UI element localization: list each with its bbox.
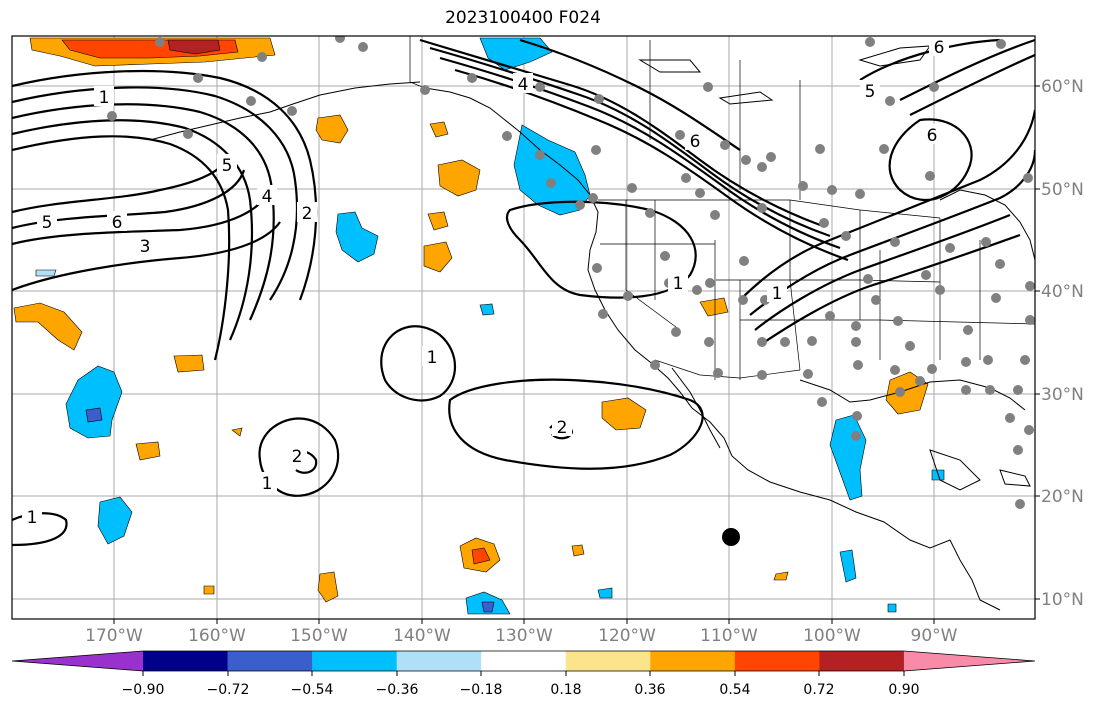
colorbar-segment [312, 651, 398, 671]
colorbar-segment [565, 651, 651, 671]
colorbar-tick-label: −0.54 [291, 682, 334, 698]
longitude-labels: 170°W 160°W 150°W 140°W 130°W 120°W 110°… [85, 626, 958, 646]
colorbar-tick-label: 0.90 [888, 682, 919, 698]
colorbar-segment [481, 651, 567, 671]
map-title: 2023100400 F024 [445, 8, 601, 28]
lon-label: 160°W [188, 626, 246, 646]
colorbar-tick-label: 0.72 [803, 682, 834, 698]
lat-label: 60°N [1041, 77, 1084, 97]
contour-label: 1 [427, 348, 438, 368]
colorbar-tick-label: 0.36 [634, 682, 665, 698]
lon-label: 120°W [598, 626, 656, 646]
colorbar-segment [143, 651, 229, 671]
lon-label: 170°W [85, 626, 143, 646]
colorbar-segment [903, 651, 1035, 671]
lon-label: 150°W [290, 626, 348, 646]
colorbar: −0.90 −0.72 −0.54 −0.36 −0.18 0.18 0.36 … [11, 650, 1036, 698]
gridlines [12, 36, 1035, 619]
contour-label: 2 [292, 447, 303, 467]
lon-label: 90°W [911, 626, 958, 646]
contour-label: 2 [557, 418, 568, 438]
latitude-labels: 60°N 50°N 40°N 30°N 20°N 10°N [1041, 77, 1084, 610]
colorbar-segment [819, 651, 905, 671]
lat-label: 50°N [1041, 180, 1084, 200]
colorbar-tick-label: 0.18 [550, 682, 581, 698]
political-borders [409, 36, 1035, 380]
contour-label: 4 [262, 187, 273, 207]
contour-labels: 1 5 4 2 6 5 6 3 4 6 5 6 1 1 1 2 2 1 1 [22, 36, 949, 528]
contour-label: 1 [772, 284, 783, 304]
colorbar-segment [396, 651, 482, 671]
lat-label: 30°N [1041, 385, 1084, 405]
lat-label: 10°N [1041, 590, 1084, 610]
lat-label: 20°N [1041, 487, 1084, 507]
axis-ticks [113, 85, 1040, 624]
contour-label: 5 [42, 213, 53, 233]
colorbar-tick-label: −0.36 [376, 682, 419, 698]
contour-label: 5 [222, 156, 233, 176]
colorbar-tick-label: 0.54 [719, 682, 750, 698]
colorbar-tick-label: −0.18 [460, 682, 503, 698]
colorbar-tick-label: −0.90 [122, 682, 165, 698]
contour-label: 4 [518, 75, 529, 95]
colorbar-segment [227, 651, 313, 671]
lon-label: 130°W [495, 626, 553, 646]
colorbar-segment [12, 651, 143, 671]
station-markers [107, 36, 1035, 509]
contour-label: 6 [934, 38, 945, 58]
contour-label: 6 [690, 132, 701, 152]
colorbar-segments [12, 651, 1035, 671]
contour-label: 1 [27, 508, 38, 528]
contour-label: 1 [262, 474, 273, 494]
colorbar-segment [734, 651, 820, 671]
lon-label: 100°W [803, 626, 861, 646]
contour-label: 5 [865, 82, 876, 102]
contour-label: 3 [140, 237, 151, 257]
anomaly-shading [13, 37, 945, 615]
colorbar-ticks: −0.90 −0.72 −0.54 −0.36 −0.18 0.18 0.36 … [122, 671, 920, 698]
contour-label: 1 [673, 274, 684, 294]
lat-label: 40°N [1041, 282, 1084, 302]
contour-label: 1 [99, 88, 110, 108]
contour-label: 6 [112, 213, 123, 233]
colorbar-segment [650, 651, 736, 671]
storm-position-marker [722, 528, 740, 546]
contour-label: 2 [302, 204, 313, 224]
lon-label: 140°W [393, 626, 451, 646]
contour-label: 6 [927, 126, 938, 146]
colorbar-tick-label: −0.72 [207, 682, 250, 698]
lon-label: 110°W [700, 626, 758, 646]
